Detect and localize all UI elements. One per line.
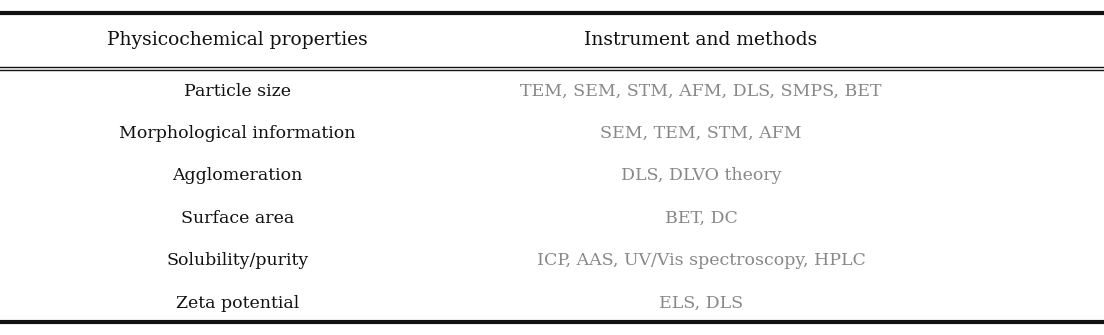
Text: Zeta potential: Zeta potential (176, 294, 299, 312)
Text: Agglomeration: Agglomeration (172, 168, 302, 185)
Text: DLS, DLVO theory: DLS, DLVO theory (620, 168, 782, 185)
Text: ICP, AAS, UV/Vis spectroscopy, HPLC: ICP, AAS, UV/Vis spectroscopy, HPLC (537, 252, 866, 269)
Text: Instrument and methods: Instrument and methods (584, 31, 818, 49)
Text: BET, DC: BET, DC (665, 210, 737, 227)
Text: Physicochemical properties: Physicochemical properties (107, 31, 368, 49)
Text: Surface area: Surface area (181, 210, 294, 227)
Text: Particle size: Particle size (184, 83, 290, 100)
Text: SEM, TEM, STM, AFM: SEM, TEM, STM, AFM (601, 125, 802, 142)
Text: ELS, DLS: ELS, DLS (659, 294, 743, 312)
Text: Morphological information: Morphological information (119, 125, 355, 142)
Text: Solubility/purity: Solubility/purity (167, 252, 308, 269)
Text: TEM, SEM, STM, AFM, DLS, SMPS, BET: TEM, SEM, STM, AFM, DLS, SMPS, BET (520, 83, 882, 100)
